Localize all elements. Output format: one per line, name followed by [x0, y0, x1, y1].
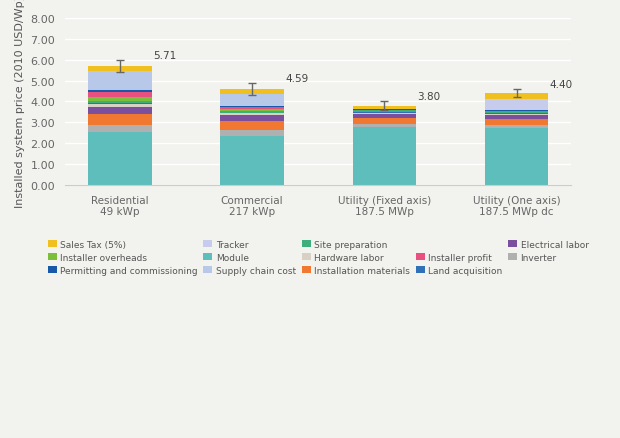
Bar [88, 102, 151, 104]
Bar [220, 116, 284, 122]
Bar [220, 114, 284, 116]
Bar [88, 104, 151, 105]
Bar [220, 110, 284, 112]
Bar [220, 90, 284, 95]
Y-axis label: Installed system price (2010 USD/Wp): Installed system price (2010 USD/Wp) [15, 0, 25, 208]
Bar [88, 91, 151, 93]
Bar [88, 133, 151, 185]
Bar [485, 113, 548, 114]
Bar [353, 119, 416, 125]
Bar [353, 128, 416, 185]
Bar [88, 72, 151, 91]
Text: 4.59: 4.59 [285, 74, 308, 84]
Bar [220, 113, 284, 114]
Bar [353, 110, 416, 111]
Bar [220, 112, 284, 113]
Bar [485, 94, 548, 100]
Bar [88, 126, 151, 133]
Bar [88, 108, 151, 115]
Legend: Sales Tax (5%), Installer overheads, Permitting and commissioning, Tracker, Modu: Sales Tax (5%), Installer overheads, Per… [44, 237, 592, 279]
Bar [353, 125, 416, 128]
Bar [88, 98, 151, 102]
Bar [353, 113, 416, 115]
Bar [485, 112, 548, 113]
Bar [353, 106, 416, 110]
Bar [220, 131, 284, 137]
Bar [220, 137, 284, 185]
Text: 4.40: 4.40 [549, 79, 573, 89]
Bar [485, 116, 548, 120]
Bar [485, 100, 548, 111]
Bar [353, 111, 416, 113]
Bar [485, 129, 548, 185]
Bar [88, 115, 151, 126]
Bar [88, 67, 151, 72]
Bar [220, 108, 284, 110]
Bar [220, 107, 284, 108]
Bar [220, 95, 284, 107]
Text: 3.80: 3.80 [417, 92, 440, 102]
Bar [88, 105, 151, 108]
Bar [220, 122, 284, 131]
Bar [485, 125, 548, 129]
Bar [88, 93, 151, 98]
Text: 5.71: 5.71 [153, 50, 176, 60]
Bar [485, 111, 548, 112]
Bar [485, 114, 548, 116]
Bar [485, 120, 548, 125]
Bar [353, 115, 416, 119]
